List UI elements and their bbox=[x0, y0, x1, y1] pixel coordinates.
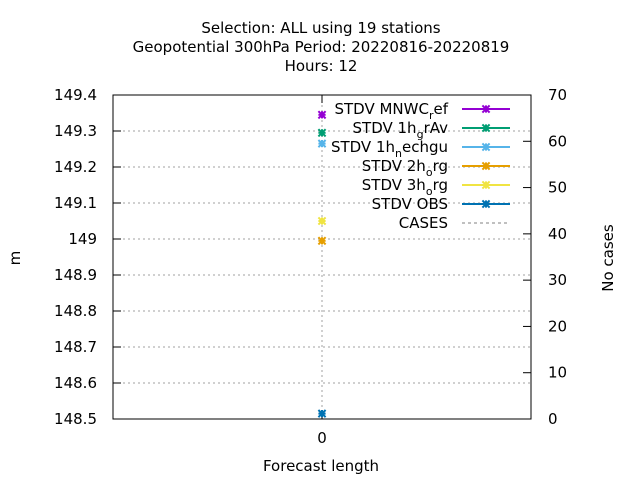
legend-label: CASES bbox=[399, 214, 448, 232]
data-point bbox=[317, 110, 327, 120]
chart-title: Selection: ALL using 19 stations Geopote… bbox=[133, 19, 510, 75]
legend-marker bbox=[481, 199, 491, 209]
y2-tick-label: 0 bbox=[548, 410, 558, 428]
y2-tick-label: 30 bbox=[548, 271, 567, 289]
x-tick-label: 0 bbox=[317, 429, 327, 447]
y-tick-label: 149.2 bbox=[54, 158, 97, 176]
legend-label: STDV OBS bbox=[372, 195, 448, 213]
y-tick-label: 149 bbox=[68, 230, 97, 248]
y2-tick-label: 50 bbox=[548, 179, 567, 197]
legend-label: STDV MNWCref bbox=[334, 100, 448, 122]
y-axis-label: m bbox=[6, 251, 24, 266]
x-axis-label: Forecast length bbox=[263, 457, 379, 475]
y-tick-label: 148.7 bbox=[54, 338, 97, 356]
title-line-2: Geopotential 300hPa Period: 20220816-202… bbox=[133, 38, 510, 56]
y2-axis-label: No cases bbox=[599, 224, 617, 292]
y-tick-label: 149.4 bbox=[54, 86, 97, 104]
legend-marker bbox=[481, 180, 491, 190]
data-points bbox=[317, 110, 327, 418]
legend-marker bbox=[481, 123, 491, 133]
legend-marker bbox=[481, 104, 491, 114]
y2-tick-label: 70 bbox=[548, 86, 567, 104]
data-point bbox=[317, 409, 327, 418]
y2-tick-label: 10 bbox=[548, 364, 567, 382]
y-tick-label: 148.5 bbox=[54, 410, 97, 428]
legend-label: STDV 1hgrAv bbox=[353, 119, 449, 141]
y-tick-label: 149.3 bbox=[54, 122, 97, 140]
legend-label: STDV 1hnechgu bbox=[331, 138, 448, 160]
title-line-3: Hours: 12 bbox=[285, 57, 358, 75]
axes: 148.5 148.6 148.7 148.8 148.9 149 149.1 149.2 14… bbox=[54, 86, 567, 447]
legend-marker bbox=[481, 142, 491, 152]
title-line-1: Selection: ALL using 19 stations bbox=[201, 19, 440, 37]
legend-label: STDV 3horg bbox=[362, 176, 448, 198]
legend-marker bbox=[481, 161, 491, 171]
y-tick-label: 148.9 bbox=[54, 266, 97, 284]
data-point bbox=[317, 139, 327, 148]
y-tick-label: 149.1 bbox=[54, 194, 97, 212]
y2-tick-label: 60 bbox=[548, 132, 567, 150]
plot-frame bbox=[112, 94, 532, 420]
grid bbox=[113, 95, 531, 419]
legend-label: STDV 2horg bbox=[362, 157, 448, 179]
y2-tick-label: 40 bbox=[548, 225, 567, 243]
data-point bbox=[317, 236, 327, 246]
y-tick-label: 148.6 bbox=[54, 374, 97, 392]
y2-tick-label: 20 bbox=[548, 317, 567, 335]
y-tick-label: 148.8 bbox=[54, 302, 97, 320]
data-point bbox=[317, 128, 327, 138]
data-point bbox=[317, 216, 327, 226]
